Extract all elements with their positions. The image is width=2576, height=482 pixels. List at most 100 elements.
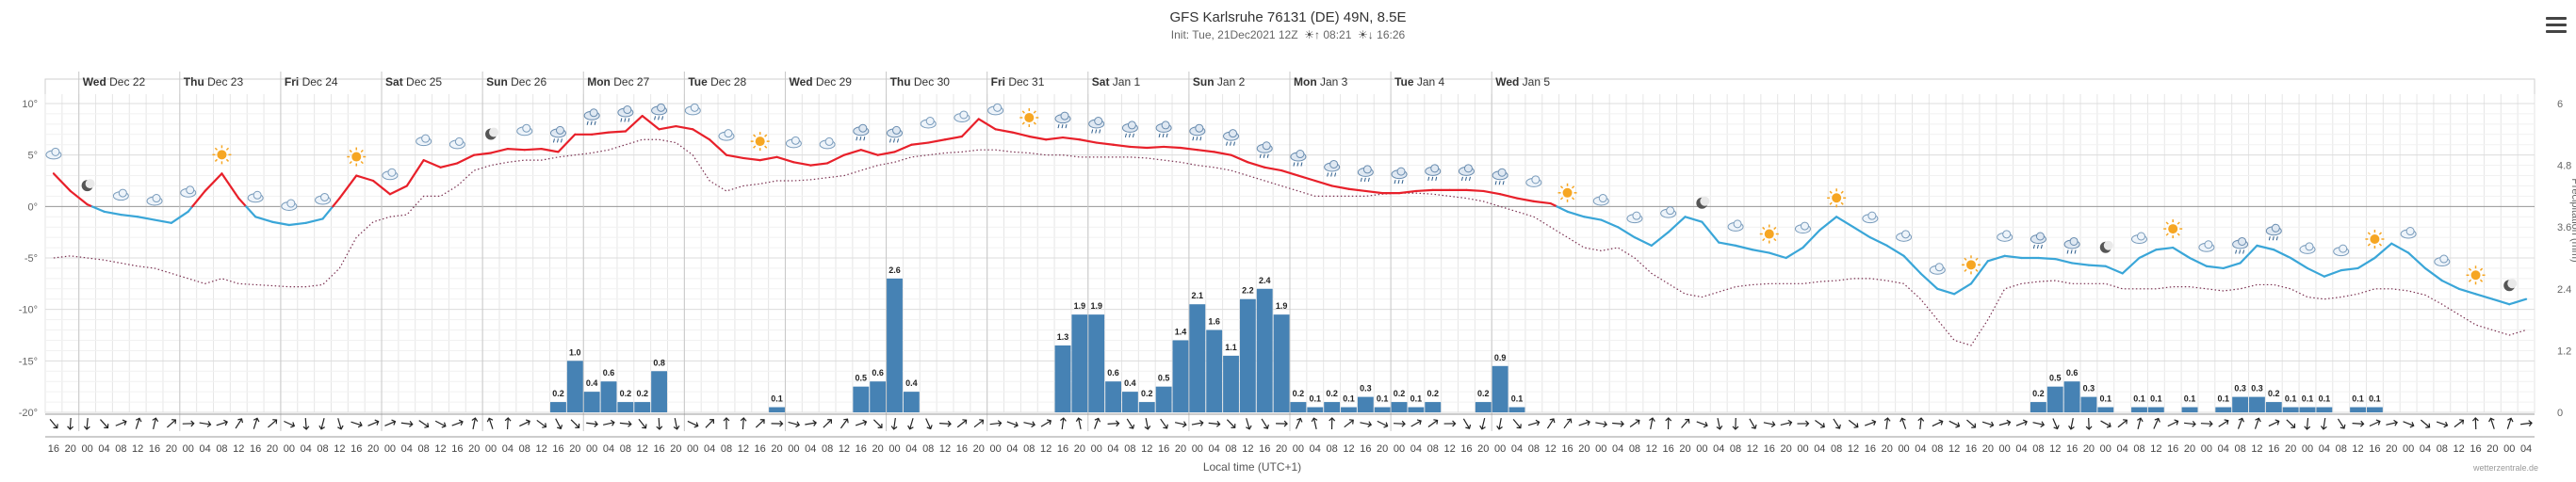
hour-tick-label: 00 (284, 443, 295, 455)
wind-arrow-icon (1966, 419, 1977, 428)
temp-segment (456, 153, 476, 165)
cloud-icon (180, 185, 197, 198)
cloud-icon (1727, 219, 1744, 232)
temp-segment (473, 152, 493, 156)
temp-segment (607, 130, 627, 134)
hamburger-menu-icon[interactable] (2546, 17, 2567, 34)
y-right-tick-label: 1.2 (2557, 345, 2571, 357)
temp-segment (1330, 185, 1350, 190)
sunrise-icon: ☀↑ (1304, 28, 1320, 41)
precip-label: 0.2 (2032, 389, 2045, 398)
day-labels: Wed Dec 22 Thu Dec 23 Fri Dec 24 Sat Dec 25… (78, 72, 1550, 431)
wind-arrow-icon (284, 420, 296, 428)
precip-bar (550, 402, 566, 412)
cloud-icon (382, 168, 399, 181)
wind-arrow-icon (2200, 420, 2213, 427)
wind-arrow-icon (337, 418, 344, 430)
hour-tick-label: 16 (1259, 443, 1270, 455)
hour-tick-label: 08 (1831, 443, 1842, 455)
rain-cloud-icon (1054, 111, 1071, 129)
hour-tick-label: 20 (2184, 443, 2195, 455)
wind-arrow-icon (1160, 418, 1168, 429)
precip-bar (903, 392, 920, 412)
temp-segment (2508, 297, 2528, 306)
rain-cloud-icon (1121, 120, 1138, 138)
temp-segment (658, 124, 677, 131)
precip-bar (1492, 365, 1508, 412)
precip-bar (651, 371, 667, 412)
temp-segment (90, 205, 106, 213)
wind-arrow-icon (49, 419, 58, 429)
precip-bar (2249, 396, 2265, 412)
precip-bar (1223, 355, 1239, 412)
temp-segment (1650, 231, 1670, 247)
temp-segment (1986, 254, 2006, 263)
wind-arrow-icon (268, 419, 278, 428)
wind-arrow-icon (486, 417, 494, 429)
hour-tick-label: 16 (48, 443, 59, 455)
precip-label: 1.3 (1057, 332, 1069, 342)
hour-tick-label: 16 (250, 443, 261, 455)
wind-arrow-icon (570, 419, 580, 428)
temp-segment (1936, 287, 1956, 296)
temp-segment (489, 148, 510, 154)
wind-arrow-icon (1360, 421, 1373, 428)
hour-tick-label: 04 (502, 443, 514, 455)
temperature-line (52, 115, 2528, 306)
precip-label: 0.5 (1158, 374, 1170, 383)
precip-label: 0.1 (2100, 394, 2112, 404)
cloud-icon (2434, 254, 2451, 267)
precip-label: 0.1 (1310, 394, 1322, 404)
temp-segment (1851, 226, 1871, 239)
wind-arrow-icon (253, 417, 260, 429)
wind-arrow-icon (519, 419, 530, 427)
wind-arrow-icon (1512, 419, 1522, 429)
hour-tick-label: 08 (1327, 443, 1338, 455)
precip-bar (887, 278, 903, 412)
hour-tick-label: 08 (1528, 443, 1540, 455)
temp-segment (1734, 244, 1754, 251)
hour-tick-label: 00 (2100, 443, 2111, 455)
temp-segment (2256, 244, 2275, 251)
hour-tick-label: 08 (317, 443, 328, 455)
cloud-icon (684, 103, 701, 116)
day-label: Tue Jan 4 (1394, 75, 1444, 88)
wind-arrow-icon (1948, 420, 1961, 428)
temp-segment (439, 162, 459, 169)
wind-arrow-icon (1998, 419, 2012, 426)
hour-tick-label: 12 (1343, 443, 1354, 455)
temp-segment (1600, 218, 1620, 229)
hour-tick-label: 20 (468, 443, 480, 455)
hour-tick-label: 20 (1882, 443, 1893, 455)
cloud-icon (1862, 211, 1879, 224)
precip-label: 0.2 (1427, 389, 1439, 398)
precip-label: 1.9 (1074, 301, 1086, 311)
wind-arrow-icon (2304, 417, 2311, 430)
temp-segment (1549, 201, 1558, 208)
precip-bar (1307, 407, 1324, 412)
temp-segment (2306, 266, 2325, 278)
precip-bar (2046, 386, 2063, 412)
wind-arrow-icon (1479, 418, 1486, 430)
precip-label: 1.6 (1208, 317, 1220, 327)
wind-arrow-icon (1981, 421, 1995, 428)
hour-tick-label: 04 (2319, 443, 2330, 455)
hour-tick-label: 12 (2049, 443, 2061, 455)
cloud-icon (281, 199, 298, 212)
wind-arrow-icon (2337, 418, 2346, 429)
wind-arrow-icon (434, 420, 447, 428)
y-left-tick-label: 10° (22, 99, 38, 110)
hour-tick-label: 16 (1865, 443, 1876, 455)
rain-cloud-icon (1223, 129, 1240, 146)
rain-cloud-icon (1324, 159, 1341, 177)
wind-arrow-icon (555, 418, 563, 430)
hour-tick-label: 20 (1175, 443, 1186, 455)
temp-segment (52, 172, 72, 193)
precip-label: 0.1 (1377, 394, 1389, 404)
hour-tick-label: 12 (1646, 443, 1657, 455)
cloud-icon (45, 147, 62, 160)
wind-arrow-icon (2471, 417, 2479, 430)
hour-tick-label: 04 (1713, 443, 1724, 455)
temp-segment (1953, 282, 1973, 296)
hour-tick-label: 20 (2486, 443, 2498, 455)
